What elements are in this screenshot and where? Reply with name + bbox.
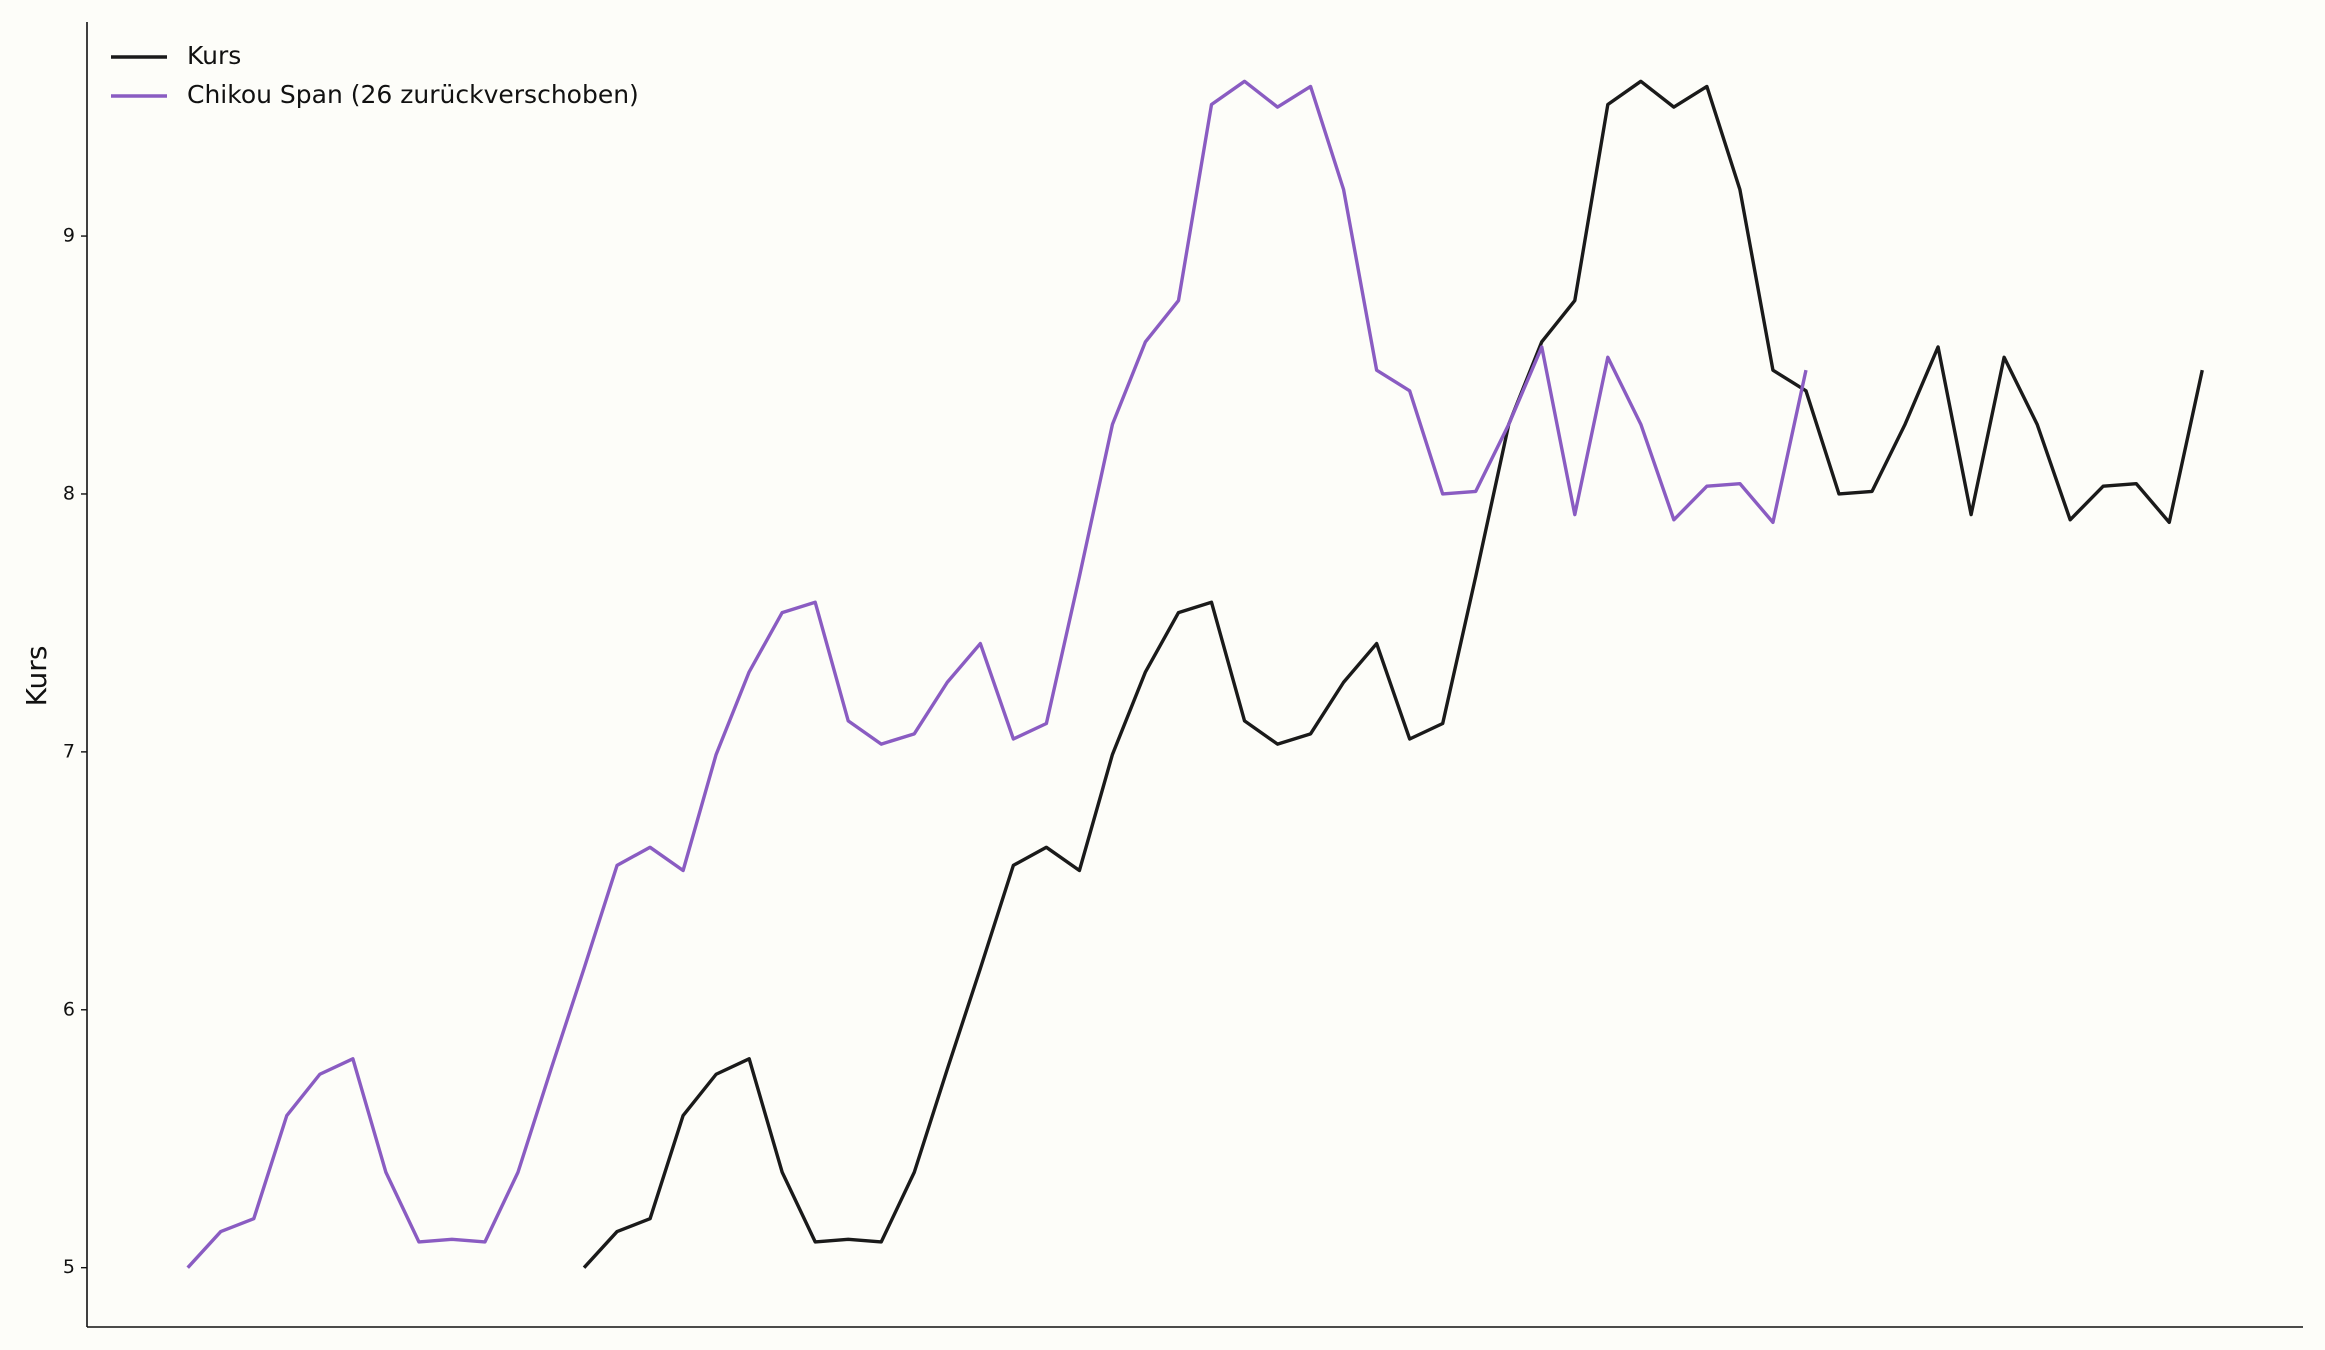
y-tick-label: 7 <box>63 740 75 762</box>
y-tick-label: 5 <box>63 1256 75 1278</box>
legend-label: Chikou Span (26 zurückverschoben) <box>187 80 639 109</box>
legend-label: Kurs <box>187 41 241 70</box>
y-axis-label: Kurs <box>20 646 53 707</box>
y-tick-label: 9 <box>63 225 75 247</box>
series-line <box>582 79 2204 1269</box>
y-tick-label: 8 <box>63 482 75 504</box>
series-line <box>186 79 1808 1269</box>
y-tick-label: 6 <box>63 998 75 1020</box>
